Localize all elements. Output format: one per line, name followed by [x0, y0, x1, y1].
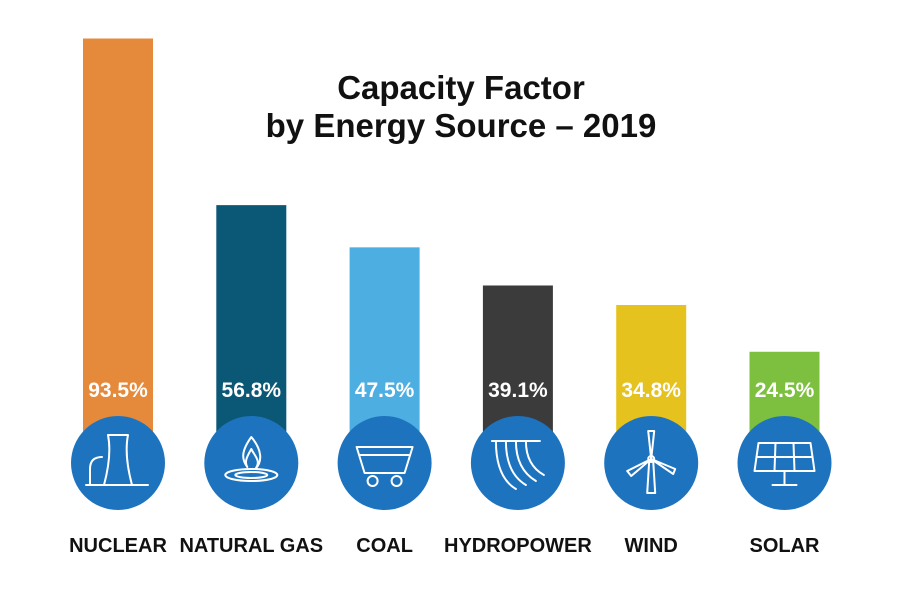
category-label-hydropower: HYDROPOWER: [444, 535, 592, 557]
value-label-hydropower: 39.1%: [488, 379, 548, 402]
icon-circle-solar: [737, 416, 832, 510]
icon-circle-nuclear: [71, 416, 165, 510]
wind-turbine-icon: [626, 430, 677, 494]
dam-icon: [490, 440, 545, 490]
value-label-wind: 34.8%: [621, 379, 681, 402]
mine-cart-icon: [355, 446, 414, 487]
cooling-tower-icon: [85, 434, 149, 486]
labels-layer: 93.5% NUCLEAR 56.8% NATURAL GAS 47.5% COAL 39.…: [69, 379, 820, 557]
flame-icon: [224, 436, 279, 482]
icon-circle-coal: [337, 416, 432, 510]
icon-circle-natural-gas: [204, 416, 299, 510]
icon-circle-hydropower: [470, 416, 565, 510]
bar-nuclear: [83, 38, 153, 463]
value-label-coal: 47.5%: [355, 379, 415, 402]
category-label-solar: SOLAR: [750, 535, 821, 557]
category-label-coal: COAL: [356, 535, 413, 557]
category-label-natural-gas: NATURAL GAS: [179, 535, 323, 557]
category-label-wind: WIND: [625, 535, 678, 557]
category-label-nuclear: NUCLEAR: [69, 535, 167, 557]
solar-panel-icon: [753, 442, 816, 486]
icons-layer: [71, 416, 832, 510]
value-label-solar: 24.5%: [755, 379, 815, 402]
chart-title-line-2: by Energy Source – 2019: [266, 107, 657, 144]
value-label-nuclear: 93.5%: [88, 379, 148, 402]
chart-title-line-1: Capacity Factor: [337, 69, 585, 106]
value-label-natural-gas: 56.8%: [222, 379, 282, 402]
